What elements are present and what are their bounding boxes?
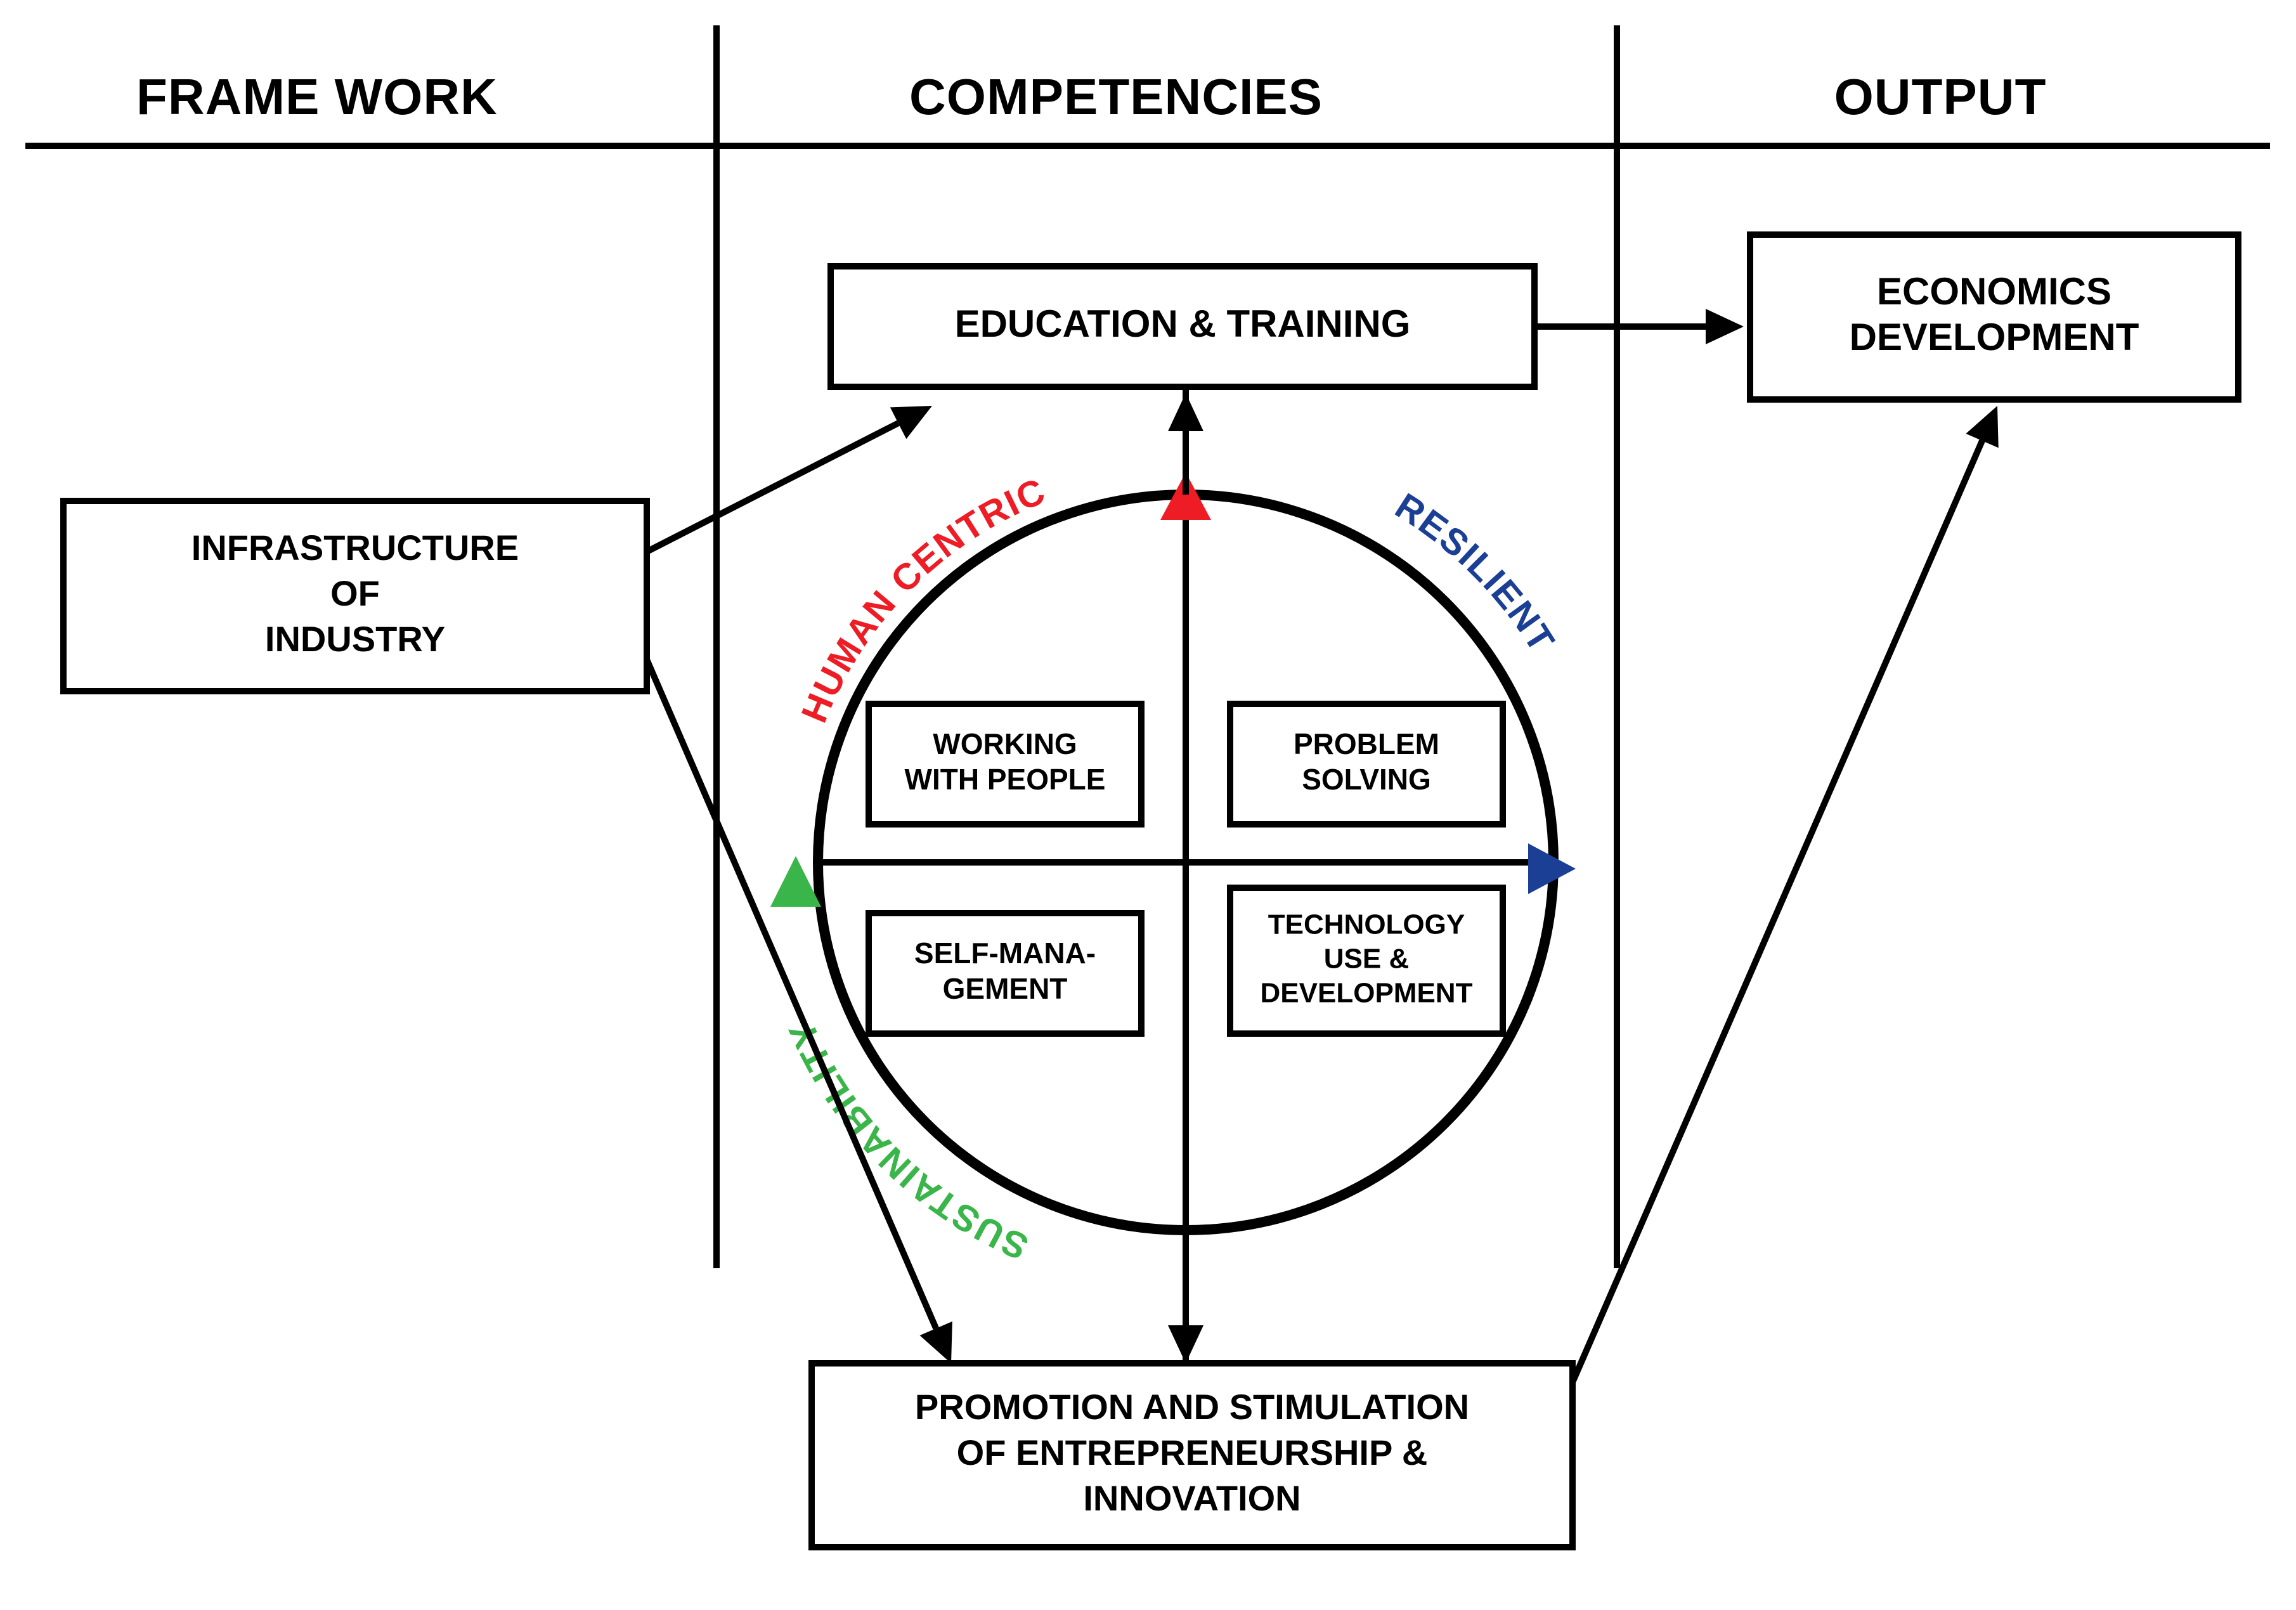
node-selfmgmt-label-1: GEMENT [943,972,1068,1005]
diagram-root: FRAME WORKCOMPETENCIESOUTPUTHUMAN CENTRI… [0,0,2296,1610]
node-working: WORKINGWITH PEOPLE [869,704,1141,824]
node-selfmgmt-label-0: SELF-MANA- [914,937,1096,970]
node-tech-label-2: DEVELOPMENT [1261,978,1473,1009]
node-education: EDUCATION & TRAINING [831,266,1534,387]
node-education-label-0: EDUCATION & TRAINING [955,302,1411,345]
diagram-svg: FRAME WORKCOMPETENCIESOUTPUTHUMAN CENTRI… [0,0,2296,1610]
node-infrastructure-label-2: INDUSTRY [265,619,445,659]
node-infrastructure-label-1: OF [330,573,380,613]
node-economics-label-0: ECONOMICS [1877,270,2111,313]
header-competencies: COMPETENCIES [909,68,1323,125]
header-framework: FRAME WORK [136,68,498,125]
node-promotion-label-1: OF ENTREPRENEURSHIP & [957,1432,1428,1472]
node-problem-label-1: SOLVING [1302,763,1431,796]
node-economics: ECONOMICSDEVELOPMENT [1750,235,2238,399]
node-promotion-label-2: INNOVATION [1083,1478,1300,1518]
node-selfmgmt: SELF-MANA-GEMENT [869,913,1141,1034]
node-promotion: PROMOTION AND STIMULATION OF ENTREPRENEUR… [812,1363,1573,1547]
node-working-label-0: WORKING [933,727,1077,760]
node-economics-label-1: DEVELOPMENT [1850,316,2139,358]
node-problem: PROBLEMSOLVING [1230,704,1503,824]
node-infrastructure-label-0: INFRASTRUCTURE [191,528,519,568]
header-output: OUTPUT [1834,68,2047,125]
node-tech-label-0: TECHNOLOGY [1268,909,1465,940]
node-working-label-1: WITH PEOPLE [905,763,1106,796]
node-tech-label-1: USE & [1324,944,1409,975]
node-promotion-label-0: PROMOTION AND STIMULATION [915,1387,1469,1427]
node-infrastructure: INFRASTRUCTURE OF INDUSTRY [63,501,647,691]
node-tech: TECHNOLOGY USE &DEVELOPMENT [1230,888,1503,1034]
node-problem-label-0: PROBLEM [1294,727,1439,760]
